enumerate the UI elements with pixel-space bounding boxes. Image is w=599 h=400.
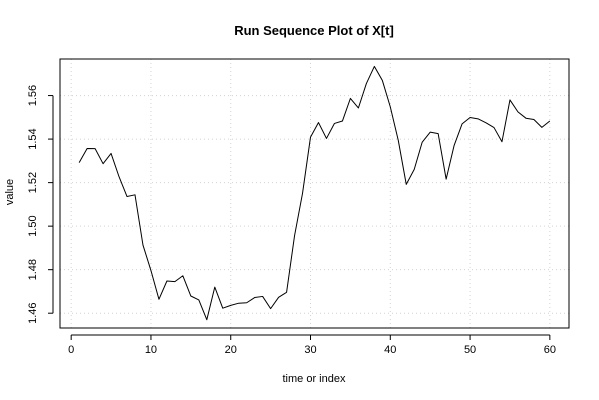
y-tick-label: 1.50 [27, 215, 39, 236]
x-tick-label: 60 [544, 344, 556, 356]
y-tick-label: 1.56 [27, 85, 39, 106]
axis-layer: 0 10 20 30 40 50 60 1.46 1.48 1.50 1.52 1.54 1.56 [27, 85, 556, 356]
y-axis-label: value [4, 179, 16, 205]
x-tick-label: 50 [464, 344, 476, 356]
x-tick-label: 10 [145, 344, 157, 356]
x-tick-label: 20 [225, 344, 237, 356]
series-layer [78, 65, 551, 321]
data-series-line [78, 65, 551, 321]
y-tick-label: 1.48 [27, 259, 39, 280]
y-tick-label: 1.54 [27, 128, 39, 149]
y-tick-label: 1.46 [27, 302, 39, 323]
x-tick-label: 40 [384, 344, 396, 356]
grid-layer [60, 59, 569, 328]
y-tick-label: 1.52 [27, 172, 39, 193]
x-axis-label: time or index [283, 373, 346, 385]
plot-frame [59, 58, 570, 329]
x-tick-label: 30 [304, 344, 316, 356]
chart-title: Run Sequence Plot of X[t] [234, 23, 394, 38]
x-tick-label: 0 [68, 344, 74, 356]
